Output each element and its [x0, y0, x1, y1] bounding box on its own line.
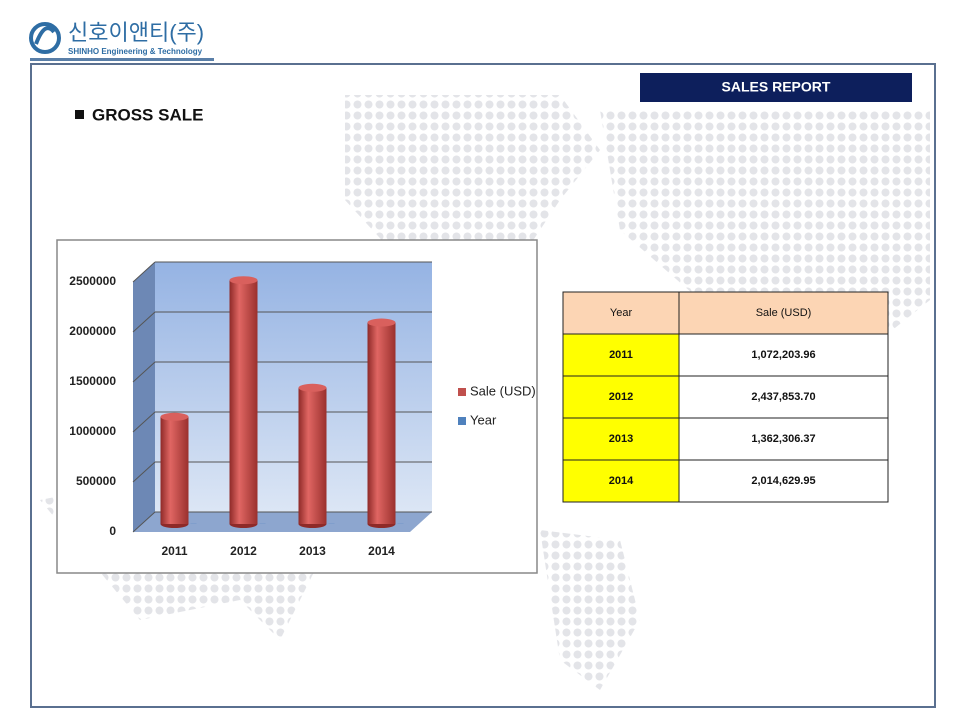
y-tick-label: 0: [109, 524, 116, 538]
x-tick-label: 2014: [368, 544, 395, 558]
bar-top: [161, 413, 189, 421]
bullet: [75, 110, 84, 119]
logo-subtitle: SHINHO Engineering & Technology: [68, 47, 203, 56]
x-tick-label: 2012: [230, 544, 257, 558]
table-sale: 2,014,629.95: [751, 475, 815, 487]
y-tick-label: 1000000: [69, 424, 116, 438]
legend-swatch: [458, 388, 466, 396]
table-year: 2014: [609, 475, 634, 487]
x-tick-label: 2011: [161, 544, 187, 558]
bar: [368, 323, 396, 524]
side-wall: [133, 262, 155, 532]
bar: [299, 388, 327, 524]
legend-label: Sale (USD): [470, 383, 536, 398]
x-tick-label: 2013: [299, 544, 326, 558]
legend-label: Year: [470, 412, 497, 427]
bar-top: [230, 276, 258, 284]
bar-top: [368, 319, 396, 327]
section-title: GROSS SALE: [92, 105, 203, 124]
table-sale: 2,437,853.70: [751, 391, 815, 403]
table-sale: 1,072,203.96: [751, 349, 815, 361]
table-header: Sale (USD): [756, 307, 812, 319]
badge-text: SALES REPORT: [722, 79, 831, 95]
table-year: 2013: [609, 433, 633, 445]
y-tick-label: 1500000: [69, 374, 116, 388]
logo: 신호이앤티(주) SHINHO Engineering & Technology: [30, 20, 214, 61]
y-tick-label: 500000: [76, 474, 116, 488]
table-year: 2012: [609, 391, 633, 403]
bar: [161, 417, 189, 524]
table-header: Year: [610, 307, 633, 319]
bar: [230, 280, 258, 524]
table-year: 2011: [609, 349, 633, 361]
table-sale: 1,362,306.37: [751, 433, 815, 445]
legend-swatch: [458, 417, 466, 425]
bar-top: [299, 384, 327, 392]
y-tick-label: 2000000: [69, 324, 116, 338]
logo-name: 신호이앤티(주): [68, 20, 204, 45]
logo-swoosh: [36, 28, 54, 44]
table: Year Sale (USD) 2011 1,072,203.96 2012 2,437,…: [563, 292, 888, 502]
logo-rule: [30, 58, 214, 61]
y-tick-label: 2500000: [69, 274, 116, 288]
